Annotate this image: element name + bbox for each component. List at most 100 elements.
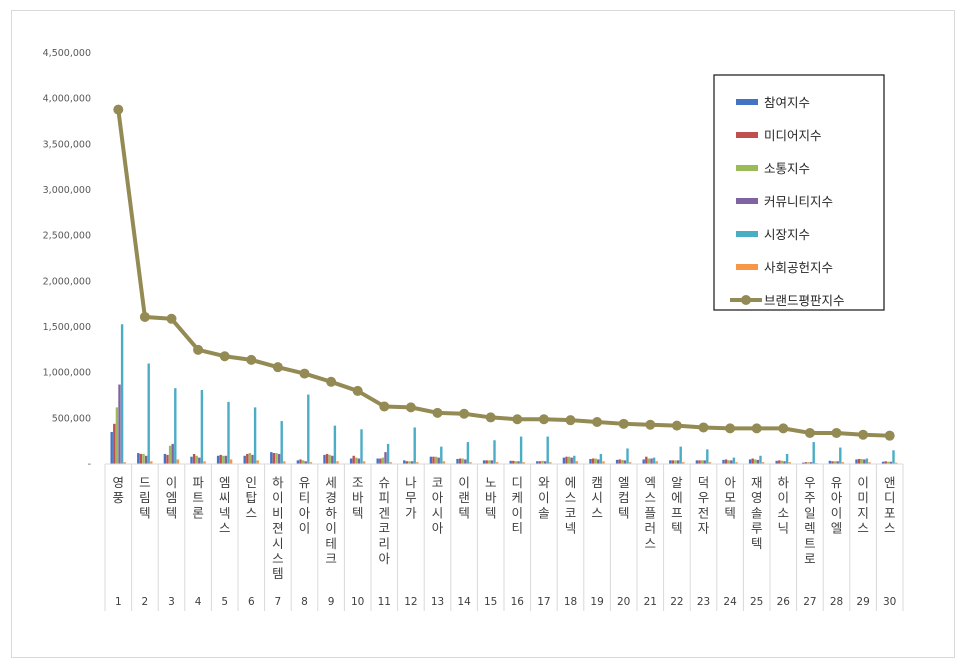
bar — [674, 460, 677, 464]
bar — [251, 454, 254, 464]
rank-label: 5 — [221, 596, 228, 608]
bar — [573, 455, 576, 464]
y-tick-label: 4,000,000 — [43, 94, 91, 105]
rank-label: 19 — [590, 596, 603, 608]
bar — [490, 460, 494, 464]
rank-label: 2 — [142, 596, 149, 608]
bar — [216, 455, 220, 464]
bar — [466, 442, 470, 464]
bar — [727, 460, 730, 464]
bar — [331, 455, 334, 464]
bar — [248, 453, 252, 464]
bar — [831, 461, 834, 464]
bar — [626, 448, 629, 464]
bar — [546, 436, 549, 464]
rank-label: 17 — [537, 596, 550, 608]
line-point — [432, 407, 443, 418]
bar — [836, 461, 839, 464]
bar — [246, 453, 249, 464]
bar — [589, 458, 592, 464]
legend-swatch — [736, 264, 758, 270]
line-point — [512, 414, 523, 425]
line-point — [193, 344, 204, 355]
bar — [812, 442, 815, 464]
bar — [123, 462, 126, 464]
bar — [567, 456, 571, 464]
bar — [623, 460, 627, 464]
bar — [602, 461, 605, 464]
bar — [860, 458, 863, 464]
bar — [783, 461, 786, 464]
line-point — [592, 416, 603, 427]
bar — [785, 453, 789, 464]
bar — [512, 460, 515, 464]
bar — [461, 458, 464, 464]
bar — [360, 429, 363, 464]
line-point — [698, 422, 709, 433]
bar — [894, 462, 898, 464]
bar — [695, 460, 699, 464]
bar — [543, 461, 547, 464]
chart-svg: - 500,000 1,000,000 1,500,000 2,000,000 2,500… — [43, 48, 904, 611]
bar — [307, 394, 310, 464]
bar — [591, 458, 595, 464]
bar — [163, 453, 167, 464]
bar — [296, 460, 300, 464]
bar — [190, 456, 193, 464]
rank-label: 16 — [511, 596, 525, 608]
legend-swatch — [736, 132, 758, 138]
line-point — [858, 429, 869, 440]
bar — [142, 453, 145, 464]
line-point — [565, 415, 576, 426]
bar — [413, 427, 416, 464]
rank-label: 25 — [750, 596, 763, 608]
line-point — [751, 423, 762, 434]
bar — [381, 457, 385, 464]
bar — [642, 459, 645, 464]
bar — [432, 456, 435, 464]
bar — [229, 459, 233, 464]
bar — [437, 457, 440, 464]
y-tick-label: 2,000,000 — [43, 276, 91, 287]
bar — [599, 453, 603, 464]
bar — [756, 459, 760, 464]
line-point — [113, 104, 124, 115]
rank-label: 12 — [404, 596, 417, 608]
rank-label: 30 — [883, 596, 896, 608]
bar — [144, 455, 148, 464]
bar — [754, 459, 757, 464]
bar — [328, 454, 331, 464]
bar — [788, 462, 791, 464]
rank-label: 1 — [115, 596, 122, 608]
line-point — [166, 313, 177, 324]
bar — [833, 461, 837, 464]
bar — [227, 401, 230, 464]
bar — [224, 455, 228, 464]
bar — [110, 432, 113, 464]
legend-label: 미디어지수 — [764, 128, 822, 143]
bar — [650, 458, 653, 464]
rank-label: 6 — [248, 596, 255, 608]
bar — [865, 458, 869, 464]
bar — [325, 453, 329, 464]
bar — [256, 460, 259, 464]
bar — [485, 460, 488, 464]
bar — [403, 460, 406, 464]
line-point — [246, 354, 257, 365]
line-layer — [113, 104, 895, 441]
bar — [416, 462, 419, 464]
bar — [115, 407, 119, 464]
bar — [676, 460, 680, 464]
rank-label: 28 — [830, 596, 843, 608]
